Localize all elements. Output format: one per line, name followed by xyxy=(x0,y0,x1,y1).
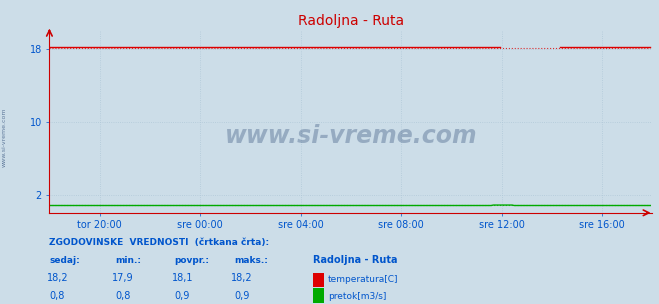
Text: 0,9: 0,9 xyxy=(234,291,250,301)
Text: 18,2: 18,2 xyxy=(231,273,252,283)
Text: 0,8: 0,8 xyxy=(115,291,131,301)
Title: Radoljna - Ruta: Radoljna - Ruta xyxy=(298,14,404,28)
Text: min.:: min.: xyxy=(115,256,141,265)
Text: maks.:: maks.: xyxy=(234,256,268,265)
Text: sedaj:: sedaj: xyxy=(49,256,80,265)
Text: www.si-vreme.com: www.si-vreme.com xyxy=(225,124,477,148)
Text: pretok[m3/s]: pretok[m3/s] xyxy=(328,292,387,301)
Text: 18,2: 18,2 xyxy=(47,273,68,283)
Text: 17,9: 17,9 xyxy=(113,273,134,283)
Text: 0,9: 0,9 xyxy=(175,291,190,301)
Text: povpr.:: povpr.: xyxy=(175,256,210,265)
Text: ZGODOVINSKE  VREDNOSTI  (črtkana črta):: ZGODOVINSKE VREDNOSTI (črtkana črta): xyxy=(49,238,270,247)
Text: 0,8: 0,8 xyxy=(49,291,65,301)
Text: temperatura[C]: temperatura[C] xyxy=(328,275,399,284)
Text: 18,1: 18,1 xyxy=(172,273,193,283)
Text: Radoljna - Ruta: Radoljna - Ruta xyxy=(313,255,397,265)
Text: www.si-vreme.com: www.si-vreme.com xyxy=(2,107,7,167)
